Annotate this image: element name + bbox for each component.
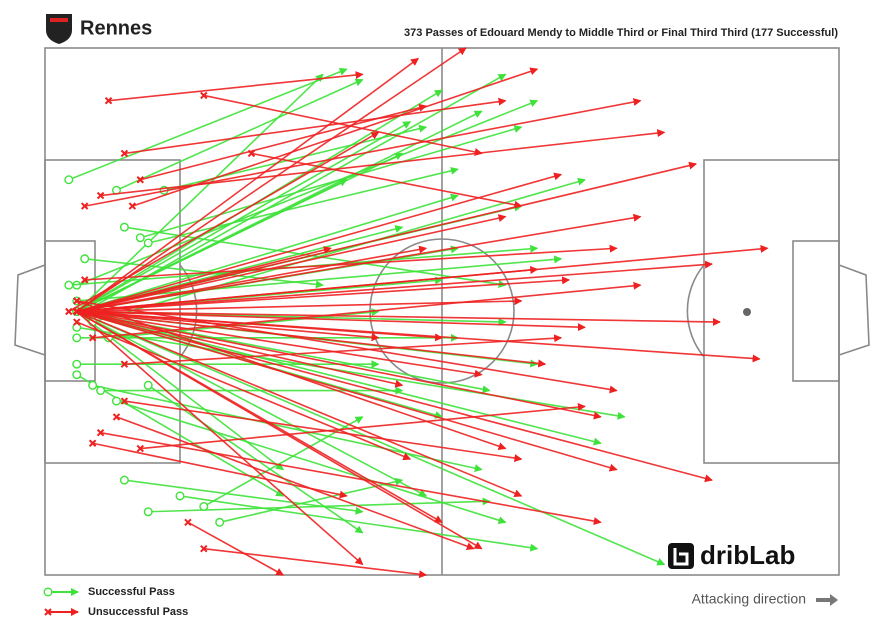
pass — [80, 98, 642, 210]
pass — [96, 429, 602, 526]
legend-label: Unsuccessful Pass — [88, 606, 188, 618]
brand-icon-mark — [673, 548, 689, 566]
pass — [128, 67, 539, 210]
pass — [96, 129, 666, 200]
pass — [73, 307, 483, 378]
brand-name: dribLab — [700, 540, 795, 570]
pass — [175, 491, 539, 552]
chart-title: 373 Passes of Edouard Mendy to Middle Th… — [404, 27, 838, 39]
pass — [72, 322, 626, 420]
legend-label: Successful Pass — [88, 586, 175, 598]
direction-arrow — [816, 594, 838, 606]
pass — [73, 307, 443, 523]
pass — [120, 397, 523, 463]
legend: Successful Pass Unsuccessful Pass — [43, 586, 188, 618]
passes — [64, 47, 769, 579]
penalty-spot — [743, 308, 751, 316]
pass — [200, 544, 428, 579]
direction-label: Attacking direction — [692, 591, 806, 607]
pass — [200, 91, 483, 156]
pass — [184, 518, 285, 576]
team-name: Rennes — [80, 17, 152, 39]
logo-band — [50, 18, 68, 22]
pass — [73, 161, 698, 316]
